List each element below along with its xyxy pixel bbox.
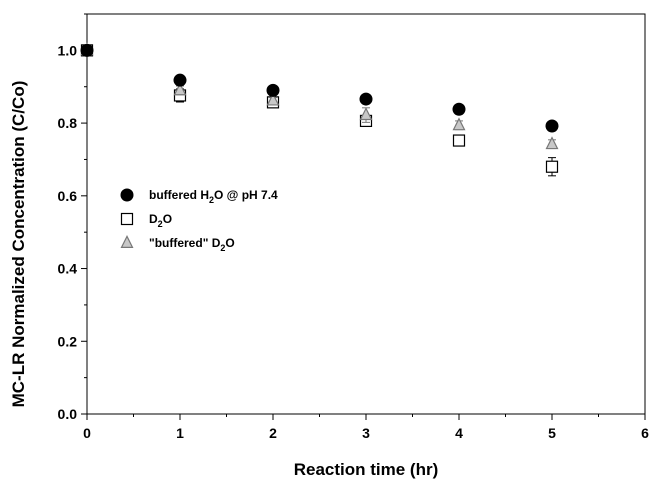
legend: buffered H2O @ pH 7.4 D2O "buffered" D2O <box>120 188 278 253</box>
series-layer <box>80 42 559 177</box>
x-tick-label: 3 <box>362 425 370 441</box>
legend-label: D2O <box>149 212 172 229</box>
legend-marker <box>120 212 134 226</box>
legend-label: buffered H2O @ pH 7.4 <box>149 188 278 205</box>
x-tick-label: 0 <box>83 425 91 441</box>
y-tick-label: 1.0 <box>58 42 78 58</box>
data-point <box>452 102 466 116</box>
legend-marker <box>120 188 134 202</box>
data-point <box>266 92 280 106</box>
x-tick-label: 6 <box>641 425 649 441</box>
series-open-square <box>80 44 559 177</box>
data-point <box>266 83 280 97</box>
data-point <box>452 134 466 147</box>
x-axis: 0 1 2 3 4 5 6 <box>83 414 649 441</box>
series-filled-circle <box>80 43 559 133</box>
x-axis-title: Reaction time (hr) <box>294 460 439 479</box>
legend-marker <box>120 235 134 248</box>
x-tick-label: 5 <box>548 425 556 441</box>
data-point <box>545 119 559 133</box>
y-tick-label: 0.2 <box>58 333 78 349</box>
data-point <box>359 107 373 121</box>
data-point <box>173 73 187 87</box>
y-tick-label: 0.0 <box>58 406 78 422</box>
x-tick-label: 4 <box>455 425 463 441</box>
data-point <box>173 82 187 96</box>
data-point <box>545 136 559 150</box>
legend-label: "buffered" D2O <box>149 236 235 253</box>
data-point <box>545 160 559 173</box>
series-open-triangle <box>80 42 559 150</box>
y-axis: 0.0 0.2 0.4 0.6 0.8 1.0 <box>58 13 87 422</box>
y-tick-label: 0.6 <box>58 188 78 204</box>
x-tick-label: 1 <box>176 425 184 441</box>
y-axis-title: MC-LR Normalized Concentration (C/Co) <box>9 81 28 408</box>
data-point <box>452 117 466 131</box>
y-tick-label: 0.8 <box>58 115 78 131</box>
x-tick-label: 2 <box>269 425 277 441</box>
data-point <box>359 92 373 106</box>
data-point <box>80 43 94 57</box>
y-tick-label: 0.4 <box>58 261 78 277</box>
